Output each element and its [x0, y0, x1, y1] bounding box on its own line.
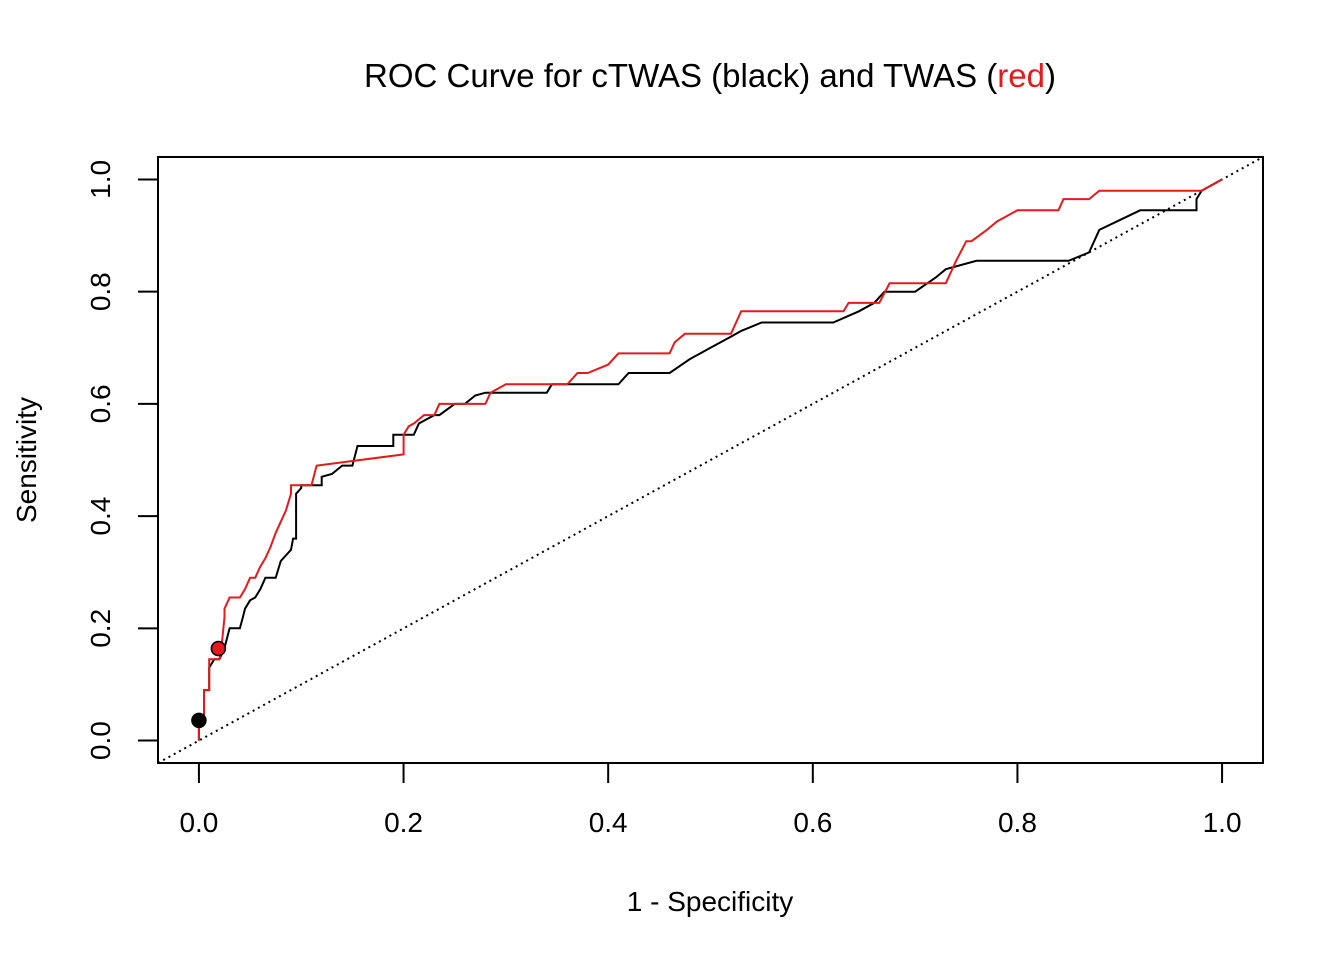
point-layer [191, 640, 227, 729]
x-axis-label: 1 - Specificity [627, 886, 794, 917]
series-layer [197, 178, 1223, 741]
y-tick-label-3: 0.6 [85, 384, 116, 423]
reference-diagonal [157, 156, 1264, 764]
y-axis: 0.0 0.2 0.4 0.6 0.8 1.0 [85, 160, 159, 760]
y-axis-label: Sensitivity [11, 397, 42, 523]
x-axis: 0.0 0.2 0.4 0.6 0.8 1.0 [179, 762, 1242, 838]
marker-point-0 [191, 712, 207, 729]
marker-point-1 [210, 640, 227, 657]
x-tick-label-0: 0.0 [179, 807, 218, 838]
chart-title-highlight: red [997, 57, 1045, 94]
chart-title: ROC Curve for cTWAS (black) and TWAS (re… [364, 57, 1056, 94]
series-line-0 [197, 178, 1223, 741]
y-tick-label-1: 0.2 [85, 609, 116, 648]
y-tick-label-0: 0.0 [85, 721, 116, 760]
x-tick-label-3: 0.6 [793, 807, 832, 838]
x-tick-label-1: 0.2 [384, 807, 423, 838]
x-tick-label-2: 0.4 [589, 807, 628, 838]
reference-layer [157, 156, 1264, 764]
x-tick-label-5: 1.0 [1203, 807, 1242, 838]
y-tick-label-4: 0.8 [85, 272, 116, 311]
y-tick-label-5: 1.0 [85, 160, 116, 199]
chart-title-prefix: ROC Curve for cTWAS (black) and TWAS ( [364, 57, 997, 94]
y-tick-label-2: 0.4 [85, 497, 116, 536]
chart-title-suffix: ) [1045, 57, 1056, 94]
series-line-1 [197, 178, 1223, 741]
x-tick-label-4: 0.8 [998, 807, 1037, 838]
